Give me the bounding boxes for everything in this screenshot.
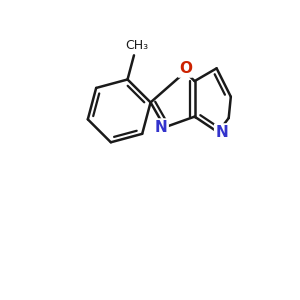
- Text: N: N: [154, 120, 167, 135]
- Text: N: N: [215, 125, 228, 140]
- Text: CH₃: CH₃: [125, 39, 148, 52]
- Text: O: O: [179, 61, 192, 76]
